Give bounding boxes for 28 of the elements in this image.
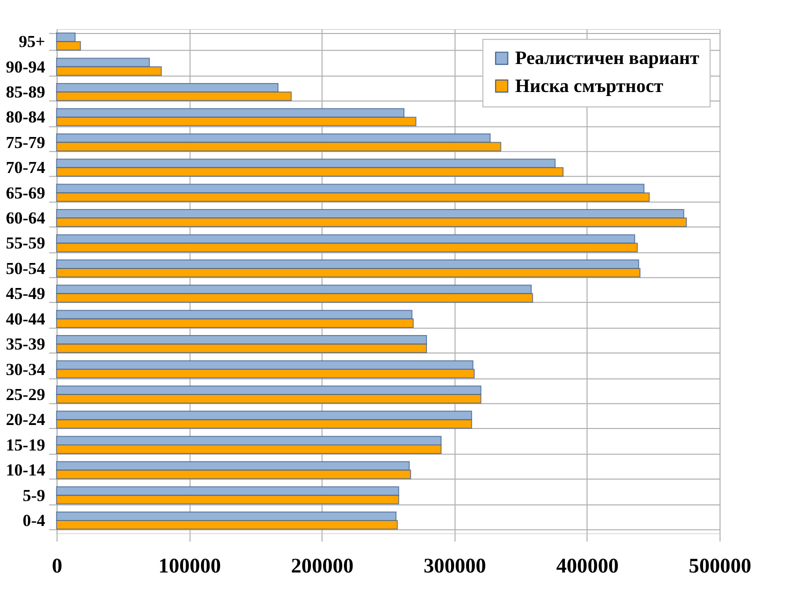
y-tick-label: 35-39	[6, 334, 46, 354]
y-tick-label: 90-94	[6, 57, 46, 76]
y-tick-label: 10-14	[6, 460, 46, 480]
y-tick-label: 15-19	[6, 435, 46, 454]
x-tick-label: 400000	[556, 553, 619, 578]
y-tick-label: 60-64	[6, 208, 46, 228]
x-tick-label: 300000	[424, 553, 486, 578]
legend-label: Ниска смъртност	[515, 76, 664, 98]
y-tick-label: 40-44	[6, 309, 46, 328]
y-tick-label: 30-34	[6, 360, 46, 379]
x-tick-label: 0	[52, 553, 62, 578]
y-tick-label: 70-74	[6, 158, 46, 178]
x-tick-label: 200000	[291, 553, 354, 578]
y-tick-label: 5-9	[22, 486, 46, 505]
y-tick-label: 20-24	[6, 410, 46, 430]
y-tick-label: 95+	[18, 32, 46, 52]
y-tick-label: 80-84	[6, 108, 46, 127]
y-tick-label: 65-69	[6, 183, 46, 202]
y-tick-label: 50-54	[6, 258, 46, 278]
y-tick-label: 45-49	[6, 284, 46, 304]
y-tick-label: 85-89	[6, 82, 46, 102]
y-tick-label: 75-79	[6, 132, 46, 152]
y-tick-label: 0-4	[22, 511, 46, 530]
y-tick-label: 55-59	[6, 234, 46, 253]
x-tick-label: 100000	[158, 553, 221, 578]
legend-label: Реалистичен вариант	[515, 48, 700, 70]
x-tick-label: 500000	[688, 553, 752, 578]
y-tick-label: 25-29	[6, 384, 46, 404]
